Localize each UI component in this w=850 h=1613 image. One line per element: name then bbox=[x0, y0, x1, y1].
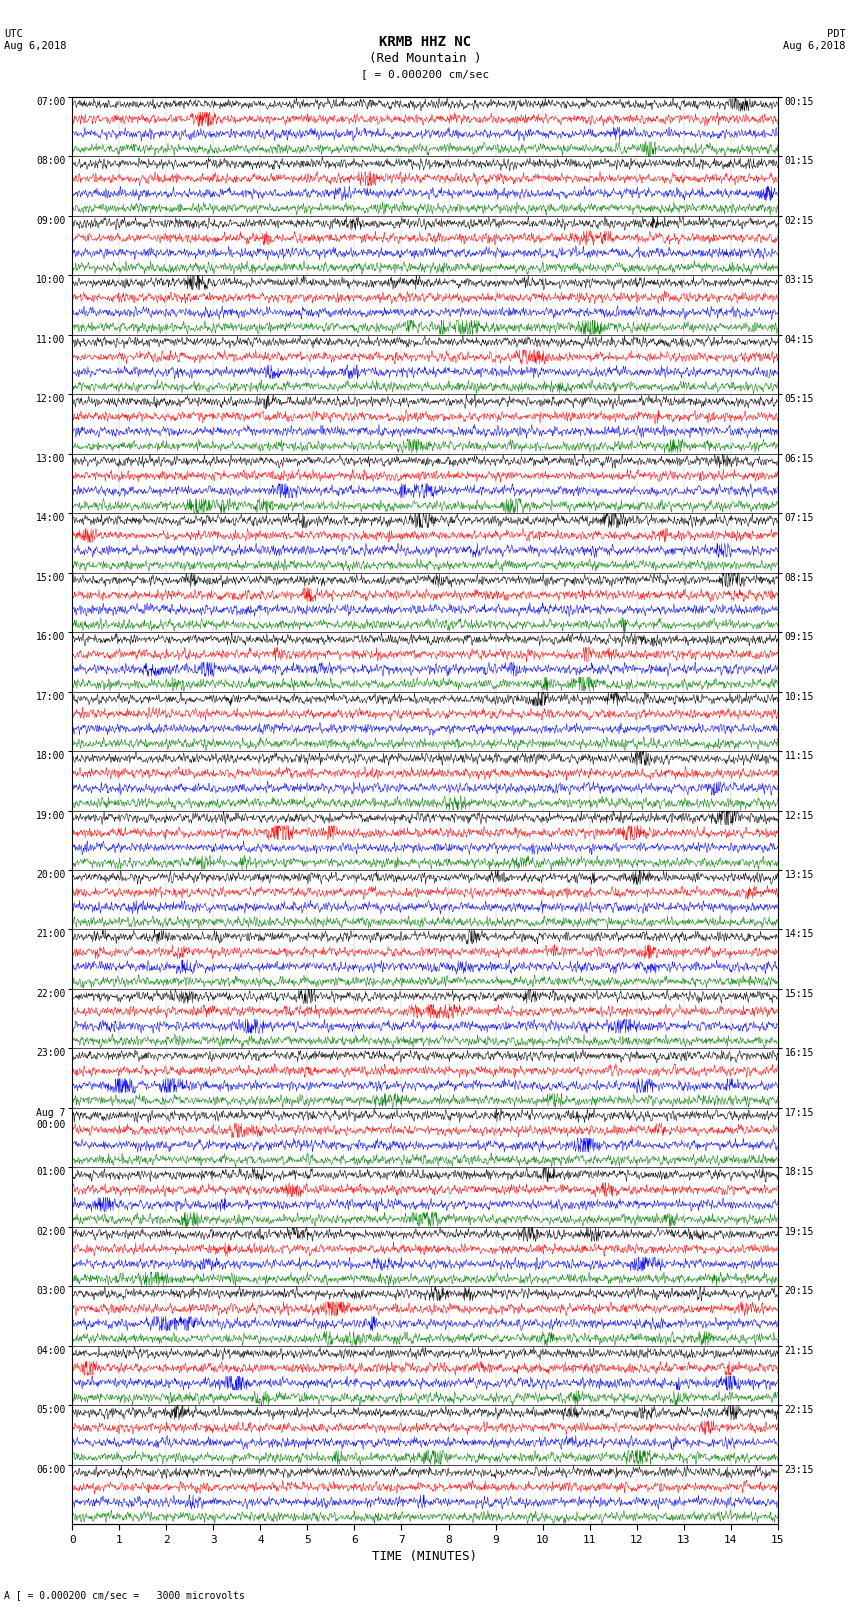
X-axis label: TIME (MINUTES): TIME (MINUTES) bbox=[372, 1550, 478, 1563]
Text: (Red Mountain ): (Red Mountain ) bbox=[369, 52, 481, 65]
Text: PDT
Aug 6,2018: PDT Aug 6,2018 bbox=[783, 29, 846, 50]
Text: UTC
Aug 6,2018: UTC Aug 6,2018 bbox=[4, 29, 67, 50]
Text: [ = 0.000200 cm/sec: [ = 0.000200 cm/sec bbox=[361, 69, 489, 79]
Text: A [ = 0.000200 cm/sec =   3000 microvolts: A [ = 0.000200 cm/sec = 3000 microvolts bbox=[4, 1590, 245, 1600]
Text: KRMB HHZ NC: KRMB HHZ NC bbox=[379, 35, 471, 50]
